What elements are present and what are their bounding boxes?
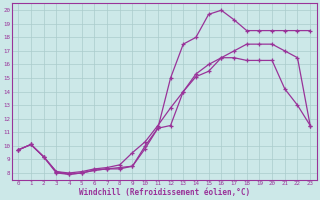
X-axis label: Windchill (Refroidissement éolien,°C): Windchill (Refroidissement éolien,°C) [79, 188, 250, 197]
